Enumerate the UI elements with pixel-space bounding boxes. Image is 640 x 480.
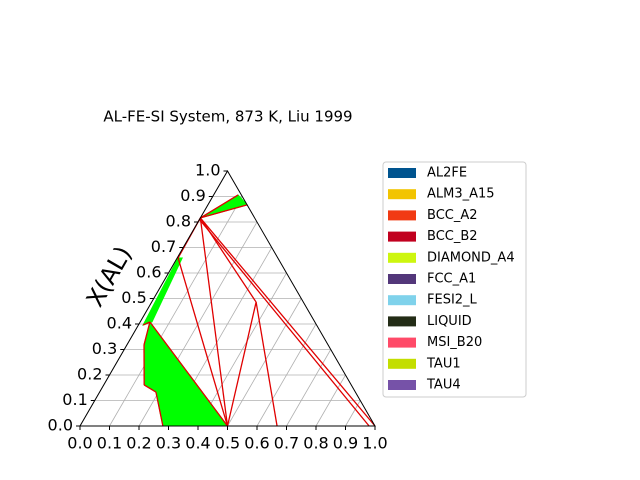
- tie-line: [155, 391, 164, 427]
- x-tick-label: 0.2: [126, 434, 151, 453]
- chart-title: AL-FE-SI System, 873 K, Liu 1999: [103, 108, 352, 126]
- x-axis-label: X(SI): [199, 477, 256, 480]
- x-tick-label: 0.6: [244, 434, 269, 453]
- legend-swatch: [388, 189, 416, 200]
- tie-line: [143, 321, 151, 346]
- legend-label: BCC_B2: [427, 229, 478, 244]
- y-tick-label: 0.2: [77, 365, 102, 384]
- y-tick-label: 0.4: [107, 314, 132, 333]
- legend-box: [382, 161, 527, 398]
- legend-label: AL2FE: [427, 166, 467, 181]
- legend-label: TAU4: [426, 378, 461, 393]
- legend-swatch: [388, 316, 416, 327]
- grid-line: [286, 349, 332, 427]
- legend-swatch: [388, 168, 416, 178]
- y-tick-label: 0.8: [166, 212, 191, 231]
- legend-label: MSI_B20: [427, 335, 482, 350]
- tie-line: [200, 194, 239, 219]
- y-tick-label: 0.5: [121, 288, 146, 307]
- x-tick-label: 0.8: [303, 434, 328, 453]
- tie-line: [199, 217, 229, 427]
- legend-swatch: [388, 295, 416, 306]
- tie-line: [199, 217, 376, 427]
- tie-line: [143, 384, 157, 393]
- x-tick-label: 0.7: [274, 434, 299, 453]
- y-tick-label: 0.7: [151, 237, 176, 256]
- tie-line: [149, 321, 229, 427]
- y-tick-label: 1.0: [195, 161, 220, 180]
- legend-swatch: [388, 210, 416, 221]
- phase-region: [143, 320, 229, 427]
- grid-line: [197, 272, 287, 427]
- grid-line: [227, 298, 302, 427]
- legend-label: FCC_A1: [427, 272, 476, 287]
- x-tick-label: 0.4: [185, 434, 210, 453]
- tie-line: [255, 301, 278, 427]
- tie-line: [198, 219, 370, 427]
- grid-line: [109, 196, 243, 427]
- tie-line: [226, 301, 257, 427]
- y-tick-label: 0.9: [180, 186, 205, 205]
- grid-line: [315, 374, 346, 427]
- x-tick-label: 0.9: [333, 434, 358, 453]
- legend-swatch: [388, 358, 416, 369]
- x-tick-label: 0.1: [97, 434, 122, 453]
- legend-label: DIAMOND_A4: [427, 250, 515, 265]
- x-tick-label: 0.0: [67, 434, 92, 453]
- legend-label: BCC_A2: [427, 208, 478, 223]
- legend-swatch: [388, 337, 416, 348]
- tie-line: [200, 204, 248, 219]
- x-tick-label: 0.3: [156, 434, 181, 453]
- legend-label: LIQUID: [427, 314, 472, 329]
- legend-swatch: [388, 252, 416, 263]
- legend-label: TAU1: [426, 356, 461, 371]
- grid-line: [256, 323, 317, 427]
- tie-line: [142, 321, 151, 326]
- legend-swatch: [388, 231, 416, 242]
- tie-line: [177, 257, 229, 427]
- x-tick-label: 0.5: [215, 434, 240, 453]
- legend-label: FESI2_L: [427, 293, 478, 308]
- y-tick-label: 0.6: [136, 263, 161, 282]
- y-tick-label: 0.0: [48, 416, 73, 435]
- x-tick-label: 1.0: [362, 434, 387, 453]
- legend-swatch: [388, 274, 416, 284]
- legend-swatch: [388, 380, 416, 390]
- legend-label: ALM3_A15: [427, 187, 495, 202]
- y-tick-label: 0.1: [62, 390, 87, 409]
- y-tick-label: 0.3: [92, 339, 117, 358]
